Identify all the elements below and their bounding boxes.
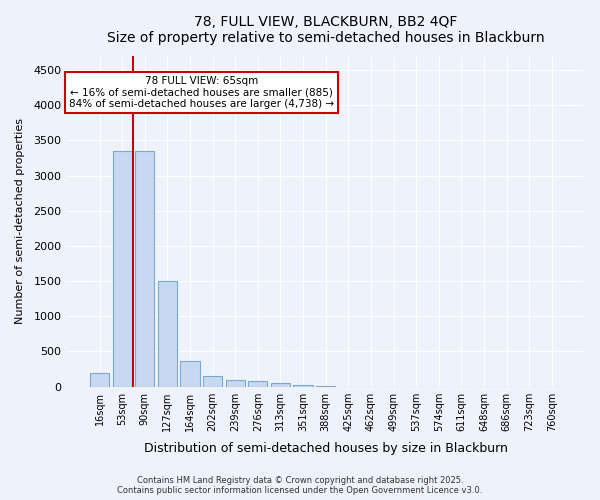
Text: 78 FULL VIEW: 65sqm
← 16% of semi-detached houses are smaller (885)
84% of semi-: 78 FULL VIEW: 65sqm ← 16% of semi-detach… — [69, 76, 334, 109]
Bar — [135, 151, 154, 386]
X-axis label: Distribution of semi-detached houses by size in Blackburn: Distribution of semi-detached houses by … — [144, 442, 508, 455]
Bar — [271, 383, 290, 386]
Text: Contains HM Land Registry data © Crown copyright and database right 2025.
Contai: Contains HM Land Registry data © Crown c… — [118, 476, 482, 495]
Y-axis label: Number of semi-detached properties: Number of semi-detached properties — [15, 118, 25, 324]
Bar — [203, 376, 222, 386]
Bar — [181, 362, 200, 386]
Bar — [113, 151, 132, 386]
Bar — [248, 382, 268, 386]
Bar — [90, 372, 109, 386]
Title: 78, FULL VIEW, BLACKBURN, BB2 4QF
Size of property relative to semi-detached hou: 78, FULL VIEW, BLACKBURN, BB2 4QF Size o… — [107, 15, 544, 45]
Bar — [158, 281, 177, 386]
Bar — [293, 384, 313, 386]
Bar — [226, 380, 245, 386]
